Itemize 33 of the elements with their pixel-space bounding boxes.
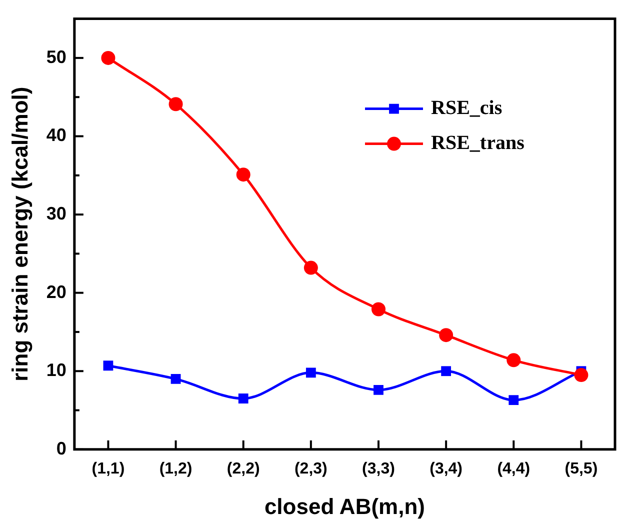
y-tick-label: 30 [46, 203, 66, 224]
point [103, 360, 114, 371]
point [306, 368, 316, 378]
point [168, 97, 183, 112]
point [574, 368, 588, 382]
point [506, 353, 521, 368]
point [304, 260, 318, 275]
point [371, 302, 386, 316]
legend-label: RSE_cis [431, 96, 502, 119]
x-tick-label: (3,4) [430, 460, 463, 478]
x-tick-label: (2,2) [226, 460, 260, 478]
x-tick-label: (2,3) [294, 460, 328, 478]
point [238, 394, 248, 404]
x-axis-title: closed AB(m,n) [264, 494, 425, 519]
point [101, 50, 116, 65]
point [374, 384, 384, 395]
x-tick-label: (3,3) [362, 460, 395, 478]
x-tick-label: (5,5) [564, 460, 598, 478]
x-tick-label: (1,2) [159, 460, 192, 478]
y-tick-label: 40 [46, 125, 66, 146]
point [439, 328, 454, 342]
x-tick-label: (4,4) [497, 460, 530, 478]
y-tick-label: 10 [46, 360, 66, 380]
y-tick-label: 20 [46, 282, 66, 302]
legend-label: RSE_trans [431, 132, 525, 154]
point [236, 168, 250, 182]
y-axis-title: ring strain energy (kcal/mol) [7, 86, 32, 382]
point [441, 366, 452, 376]
x-tick-label: (1,1) [92, 460, 125, 478]
y-tick-label: 0 [56, 438, 66, 458]
point [170, 374, 181, 384]
y-tick-label: 50 [46, 46, 66, 67]
point [508, 395, 519, 406]
